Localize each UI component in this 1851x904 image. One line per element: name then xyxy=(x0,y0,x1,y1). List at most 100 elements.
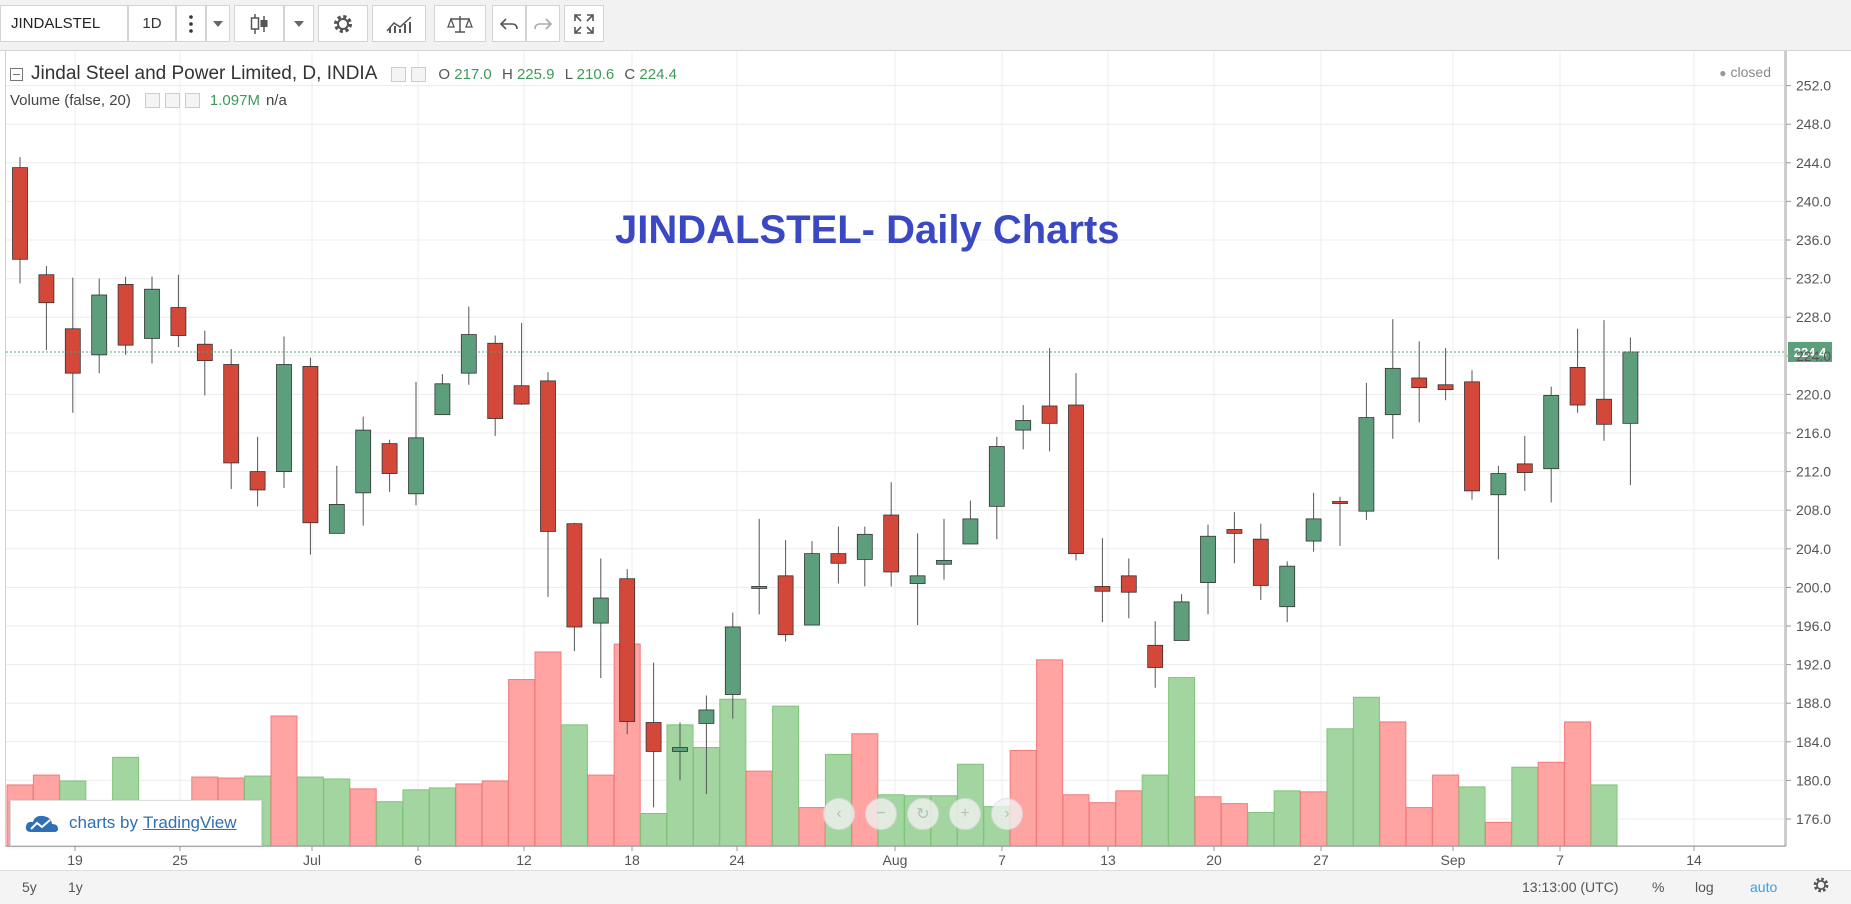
candle-body-down xyxy=(1332,501,1348,504)
zoom-out-icon[interactable]: − xyxy=(865,798,897,830)
candle-body-up xyxy=(1200,535,1216,583)
candle xyxy=(64,277,81,413)
candle-body-down xyxy=(1437,384,1454,390)
candle xyxy=(1332,496,1348,546)
chart-type-dropdown-icon[interactable] xyxy=(284,5,314,42)
volume-bar xyxy=(1352,696,1380,847)
logo-link[interactable]: TradingView xyxy=(142,813,237,832)
range-5y-button[interactable]: 5y xyxy=(22,879,37,895)
volume-bar xyxy=(508,679,536,847)
candle-body-down xyxy=(12,167,28,260)
candle-body-down xyxy=(487,342,504,419)
candle-body-down xyxy=(1596,398,1612,425)
eye-icon[interactable] xyxy=(391,66,407,82)
percent-toggle[interactable]: % xyxy=(1652,879,1665,895)
candle xyxy=(672,722,688,781)
candle xyxy=(355,416,372,526)
time-axis: 19 25 Jul 6 12 18 24 Aug 7 13 20 27 Sep 7 14 xyxy=(6,845,1786,868)
candle xyxy=(1437,348,1454,401)
volume-bar xyxy=(1379,721,1407,847)
bottom-settings-icon[interactable] xyxy=(1812,876,1830,897)
clock-time: 13:13:00 (UTC) xyxy=(1522,879,1619,895)
x-tick-label: 19 xyxy=(67,852,83,868)
candle xyxy=(91,278,108,374)
volume-bar xyxy=(1537,761,1565,847)
indicators-icon[interactable] xyxy=(372,5,426,42)
undo-icon[interactable] xyxy=(492,5,526,42)
y-tick-label: 192.0 xyxy=(1796,657,1831,673)
logo-prefix: charts by xyxy=(69,813,138,832)
more-intervals-icon[interactable] xyxy=(176,5,206,42)
candle-body-down xyxy=(566,523,583,628)
candle xyxy=(566,522,583,652)
x-tick-label: 20 xyxy=(1206,852,1222,868)
candle-body-up xyxy=(804,553,820,626)
candle-body-up xyxy=(1015,420,1032,431)
fullscreen-icon[interactable] xyxy=(564,5,604,42)
log-toggle[interactable]: log xyxy=(1695,879,1714,895)
candle xyxy=(988,436,1005,540)
volume-bar xyxy=(745,770,773,847)
volume-bar xyxy=(1036,659,1064,847)
auto-toggle[interactable]: auto xyxy=(1750,879,1778,895)
candle xyxy=(12,157,28,284)
candle-body-down xyxy=(645,722,662,752)
last-price-label: 224.4 xyxy=(1794,345,1827,360)
candle-body-down xyxy=(777,575,794,636)
candle-body-down xyxy=(1464,381,1480,492)
interval-button[interactable]: 1D xyxy=(128,5,176,42)
y-tick-label: 208.0 xyxy=(1796,502,1831,518)
candle xyxy=(302,357,319,555)
compare-scale-icon[interactable] xyxy=(434,5,486,42)
redo-icon[interactable] xyxy=(526,5,560,42)
candle xyxy=(328,465,345,534)
interval-dropdown-icon[interactable] xyxy=(206,5,230,42)
volume-close-icon[interactable] xyxy=(184,93,200,108)
x-tick-label: 14 xyxy=(1686,852,1702,868)
candle-body-up xyxy=(1173,601,1190,641)
volume-bar xyxy=(1432,774,1460,847)
candle xyxy=(1015,405,1032,450)
candle xyxy=(513,322,530,406)
candles xyxy=(12,157,1639,808)
candle xyxy=(1596,320,1612,441)
volume-eye-icon[interactable] xyxy=(144,93,160,108)
candle xyxy=(487,335,504,436)
candle xyxy=(1622,337,1639,486)
candle-body-up xyxy=(91,294,108,356)
y-tick-label: 188.0 xyxy=(1796,695,1831,711)
zoom-in-icon[interactable]: + xyxy=(949,798,981,830)
scroll-right-icon[interactable]: › xyxy=(991,798,1023,830)
format-icon[interactable] xyxy=(411,66,427,82)
volume-bar xyxy=(692,747,720,847)
x-tick-label: Jul xyxy=(303,852,321,868)
volume-bar xyxy=(851,733,879,847)
y-tick-label: 200.0 xyxy=(1796,579,1831,595)
scroll-left-icon[interactable]: ‹ xyxy=(823,798,855,830)
volume-settings-icon[interactable] xyxy=(164,93,180,108)
y-tick-label: 196.0 xyxy=(1796,618,1831,634)
symbol-name: Jindal Steel and Power Limited, D, INDIA xyxy=(31,63,378,84)
candle-body-up xyxy=(408,437,424,495)
candle-body-down xyxy=(1094,586,1111,592)
candle-body-up xyxy=(1622,351,1639,424)
volume-bar xyxy=(772,705,800,847)
candle xyxy=(1226,512,1243,564)
candlestick-type-icon[interactable] xyxy=(234,5,284,42)
collapse-icon[interactable] xyxy=(10,67,23,81)
y-tick-label: 224.0 xyxy=(1796,348,1831,364)
candle xyxy=(883,482,900,587)
settings-gear-icon[interactable] xyxy=(318,5,368,42)
range-1y-button[interactable]: 1y xyxy=(68,879,83,895)
symbol-input[interactable]: JINDALSTEL xyxy=(0,5,128,42)
reset-icon[interactable]: ↻ xyxy=(907,798,939,830)
candle-body-up xyxy=(751,586,768,589)
volume-bar xyxy=(349,788,377,847)
candle xyxy=(1384,319,1401,439)
x-tick-label: 25 xyxy=(172,852,188,868)
candle xyxy=(1464,370,1480,500)
candle-body-down xyxy=(540,380,556,532)
volume-value: 1.097M xyxy=(209,92,260,109)
tradingview-logo[interactable]: charts by TradingView xyxy=(10,800,262,846)
